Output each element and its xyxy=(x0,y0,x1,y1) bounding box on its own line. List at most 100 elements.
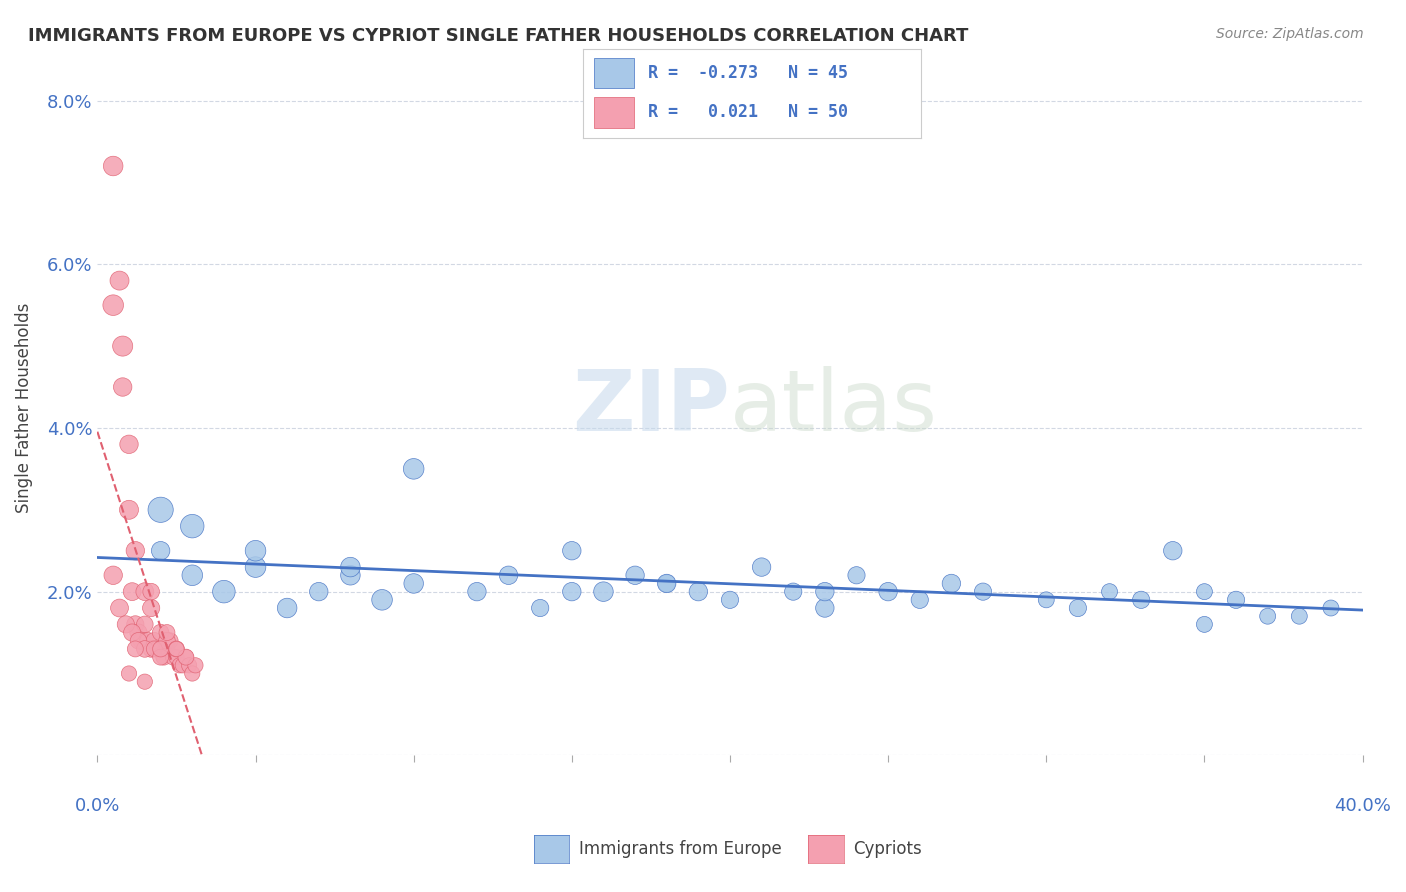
Text: ZIP: ZIP xyxy=(572,366,730,449)
Point xyxy=(118,666,141,681)
Point xyxy=(111,380,134,394)
Point xyxy=(624,568,647,582)
Point xyxy=(149,642,172,657)
Point xyxy=(174,650,197,665)
Point xyxy=(688,584,710,599)
Point xyxy=(108,601,131,615)
Point xyxy=(181,666,204,681)
Text: IMMIGRANTS FROM EUROPE VS CYPRIOT SINGLE FATHER HOUSEHOLDS CORRELATION CHART: IMMIGRANTS FROM EUROPE VS CYPRIOT SINGLE… xyxy=(28,27,969,45)
Point xyxy=(118,437,141,451)
Point xyxy=(156,642,179,657)
Point xyxy=(141,584,163,599)
Point xyxy=(121,584,143,599)
Point xyxy=(1257,609,1279,624)
Point xyxy=(159,633,181,648)
Point xyxy=(972,584,994,599)
Point xyxy=(751,560,773,574)
Point xyxy=(877,584,900,599)
Point xyxy=(143,633,166,648)
Point xyxy=(814,584,837,599)
Point xyxy=(124,617,146,632)
Point xyxy=(121,625,143,640)
Point xyxy=(134,642,156,657)
Point xyxy=(402,576,425,591)
Text: 40.0%: 40.0% xyxy=(1334,797,1391,815)
Point xyxy=(149,543,172,558)
Point xyxy=(143,642,166,657)
Point xyxy=(124,642,146,657)
Point xyxy=(118,503,141,517)
Text: R =  -0.273   N = 45: R = -0.273 N = 45 xyxy=(648,64,848,82)
Point xyxy=(371,592,394,607)
Point xyxy=(592,584,614,599)
Point xyxy=(134,584,156,599)
Point xyxy=(149,503,172,517)
Point xyxy=(339,560,361,574)
Point xyxy=(149,642,172,657)
Point xyxy=(782,584,804,599)
Point xyxy=(655,576,678,591)
Point xyxy=(156,625,179,640)
Point xyxy=(134,674,156,689)
Point xyxy=(655,576,678,591)
Point xyxy=(103,298,125,312)
Text: 0.0%: 0.0% xyxy=(75,797,120,815)
Point xyxy=(245,543,267,558)
Text: Cypriots: Cypriots xyxy=(853,840,922,858)
Point xyxy=(174,650,197,665)
Text: atlas: atlas xyxy=(730,366,938,449)
Bar xyxy=(593,58,634,88)
Point xyxy=(136,633,159,648)
Point xyxy=(1098,584,1121,599)
Point xyxy=(156,633,179,648)
Point xyxy=(128,633,150,648)
Point xyxy=(276,601,298,615)
Point xyxy=(146,642,169,657)
Point xyxy=(141,601,163,615)
Text: Immigrants from Europe: Immigrants from Europe xyxy=(579,840,782,858)
Point xyxy=(141,642,163,657)
Point xyxy=(149,650,172,665)
Point xyxy=(131,633,153,648)
Point xyxy=(908,592,931,607)
Point xyxy=(165,642,187,657)
Point xyxy=(498,568,520,582)
Point xyxy=(245,560,267,574)
Point xyxy=(1320,601,1343,615)
Point xyxy=(529,601,551,615)
Point xyxy=(172,658,194,673)
Point xyxy=(177,658,200,673)
Point xyxy=(184,658,207,673)
Point xyxy=(149,625,172,640)
Point xyxy=(845,568,868,582)
Point xyxy=(124,543,146,558)
Point xyxy=(108,274,131,288)
Point xyxy=(561,584,583,599)
Point xyxy=(115,617,138,632)
Text: Source: ZipAtlas.com: Source: ZipAtlas.com xyxy=(1216,27,1364,41)
Point xyxy=(402,462,425,476)
Point xyxy=(169,658,191,673)
Point xyxy=(1130,592,1153,607)
Point xyxy=(181,568,204,582)
Point xyxy=(181,519,204,533)
Point xyxy=(1035,592,1057,607)
Point xyxy=(941,576,963,591)
Point xyxy=(561,543,583,558)
Point xyxy=(1225,592,1247,607)
Point xyxy=(152,650,174,665)
Y-axis label: Single Father Households: Single Father Households xyxy=(15,302,32,513)
Point xyxy=(1194,584,1216,599)
Point xyxy=(465,584,488,599)
Point xyxy=(814,601,837,615)
Text: R =   0.021   N = 50: R = 0.021 N = 50 xyxy=(648,103,848,121)
Point xyxy=(111,339,134,353)
Point xyxy=(212,584,235,599)
Point xyxy=(103,568,125,582)
Point xyxy=(308,584,330,599)
Point xyxy=(128,625,150,640)
Point xyxy=(162,650,184,665)
Point xyxy=(1288,609,1310,624)
Bar xyxy=(593,97,634,128)
Point xyxy=(134,617,156,632)
